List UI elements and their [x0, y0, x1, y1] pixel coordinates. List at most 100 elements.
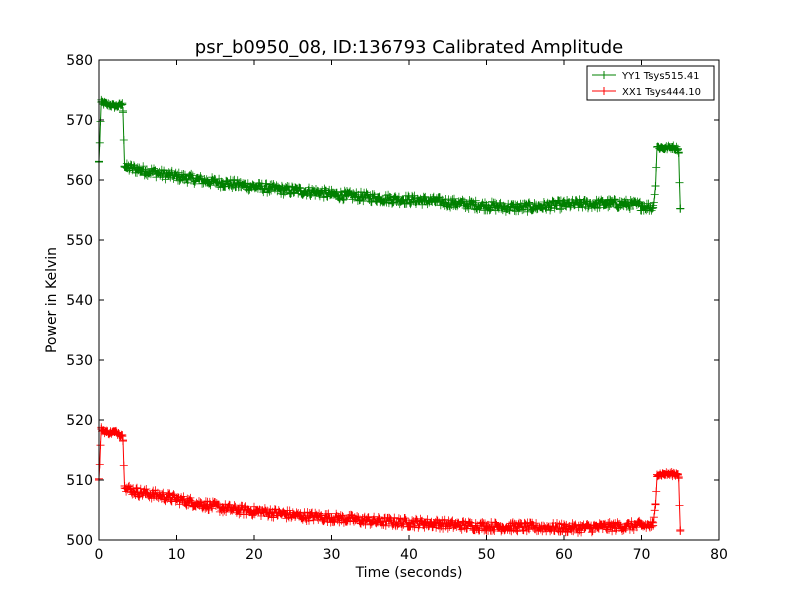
data-point	[110, 102, 119, 111]
y-tick-label: 530	[66, 353, 93, 369]
data-point	[420, 519, 429, 528]
data-point	[405, 195, 413, 204]
data-point	[133, 488, 142, 496]
legend-marker	[600, 71, 608, 79]
y-tick-label: 580	[66, 53, 93, 69]
data-point	[498, 203, 506, 211]
data-point	[649, 521, 658, 530]
data-point	[544, 201, 553, 210]
series-layer	[95, 95, 685, 537]
data-point	[219, 179, 227, 187]
data-point	[203, 177, 212, 186]
data-point	[498, 522, 506, 531]
plot-background	[99, 60, 719, 540]
series-1	[95, 95, 685, 216]
data-point	[119, 437, 128, 445]
data-point	[164, 493, 173, 502]
x-tick-label: 40	[400, 547, 418, 563]
data-point	[660, 470, 669, 478]
y-axis-label: Power in Kelvin	[44, 247, 60, 353]
data-point	[114, 429, 123, 438]
data-point	[118, 431, 127, 439]
x-tick-label: 80	[710, 547, 728, 563]
data-point	[606, 522, 615, 531]
data-point	[343, 515, 351, 523]
data-point	[482, 522, 491, 531]
data-point	[118, 100, 127, 109]
legend-label: YY1 Tsys515.41	[621, 71, 700, 82]
data-point	[188, 498, 196, 507]
data-point	[451, 199, 460, 208]
data-point	[265, 184, 274, 193]
data-point	[513, 203, 522, 212]
data-point	[467, 521, 475, 530]
x-tick-label: 0	[95, 547, 104, 563]
legend-label: XX1 Tsys444.10	[622, 87, 701, 98]
y-tick-label: 540	[66, 293, 93, 309]
data-point	[591, 523, 599, 532]
data-point	[327, 190, 336, 199]
data-point	[389, 518, 398, 526]
data-point	[281, 186, 289, 195]
data-point	[234, 180, 243, 189]
data-point	[250, 507, 258, 516]
data-point	[637, 521, 646, 530]
x-tick-label: 70	[633, 547, 651, 563]
y-tick-label: 520	[66, 413, 93, 429]
data-point	[451, 521, 460, 529]
data-point	[106, 101, 115, 109]
data-point	[676, 527, 685, 535]
data-point	[673, 144, 682, 153]
data-point	[157, 491, 165, 500]
data-point	[106, 428, 115, 437]
data-point	[389, 195, 398, 204]
chart-title: psr_b0950_08, ID:136793 Calibrated Ampli…	[195, 37, 623, 58]
data-point	[622, 200, 630, 208]
data-point	[436, 197, 444, 206]
x-axis-label: Time (seconds)	[355, 565, 463, 581]
data-point	[343, 191, 351, 200]
data-point	[281, 510, 289, 519]
plot-area: 0 10 20 30 40 50 60 70 80 5005105205305405505605…	[66, 53, 728, 563]
data-point	[141, 489, 150, 498]
data-point	[653, 143, 661, 151]
x-tick-label: 60	[555, 547, 573, 563]
data-point	[149, 167, 158, 176]
data-point	[164, 171, 173, 180]
data-point	[606, 199, 615, 208]
data-point	[172, 495, 181, 504]
data-point	[529, 523, 537, 532]
data-point	[114, 101, 123, 110]
data-point	[637, 201, 646, 210]
y-axis-ticks: 500 510 520 530 540 550 560 570 580	[66, 53, 719, 549]
data-point	[133, 165, 142, 174]
data-point	[102, 428, 111, 436]
data-point	[188, 174, 196, 183]
data-point	[126, 164, 134, 172]
data-point	[674, 473, 683, 481]
x-tick-label: 50	[478, 547, 496, 563]
data-point	[296, 186, 305, 195]
data-point	[250, 182, 258, 191]
series-2	[95, 423, 685, 537]
legend-item-1: YY1 Tsys515.41	[592, 71, 700, 82]
data-point	[529, 203, 537, 211]
data-point	[668, 143, 677, 151]
legend-item-2: XX1 Tsys444.10	[592, 87, 701, 98]
y-tick-label: 550	[66, 233, 93, 249]
data-point	[203, 501, 212, 510]
data-point	[157, 170, 165, 178]
legend: YY1 Tsys515.41 XX1 Tsys444.10	[586, 65, 715, 101]
data-point	[653, 470, 661, 479]
y-tick-label: 500	[66, 533, 93, 549]
data-point	[110, 428, 119, 436]
data-point	[651, 500, 660, 508]
data-point	[676, 204, 685, 213]
legend-box	[586, 65, 715, 101]
y-tick-label: 560	[66, 173, 93, 189]
data-point	[374, 194, 382, 202]
data-point	[327, 513, 336, 522]
data-point	[560, 524, 568, 532]
x-tick-label: 10	[168, 547, 186, 563]
